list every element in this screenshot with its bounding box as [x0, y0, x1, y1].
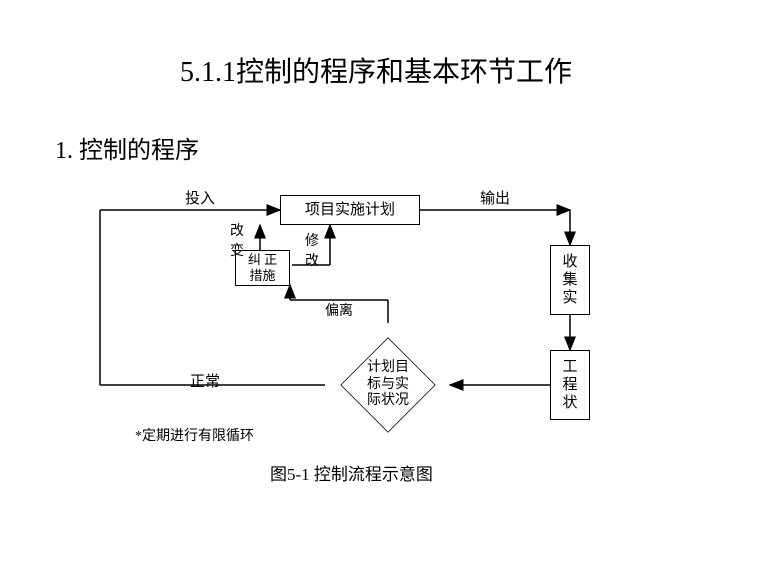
node-decision: 计划目 标与实 际状况: [343, 340, 433, 430]
node-status-label: 工 程 状: [562, 358, 577, 412]
node-decision-label: 计划目 标与实 际状况: [367, 360, 409, 410]
node-collect: 收 集 实: [550, 245, 590, 315]
section-heading: 1. 控制的程序: [55, 130, 199, 165]
label-modify: 修 改: [305, 230, 319, 270]
node-plan-label: 项目实施计划: [305, 201, 395, 219]
label-change: 改 变: [230, 220, 244, 260]
node-status: 工 程 状: [550, 350, 590, 420]
label-normal: 正常: [190, 370, 220, 391]
label-input: 投入: [185, 187, 215, 208]
diagram-note: *定期进行有限循环: [135, 425, 254, 445]
node-plan: 项目实施计划: [280, 195, 420, 225]
label-output: 输出: [480, 187, 510, 208]
label-deviate: 偏离: [325, 300, 353, 320]
flowchart: 项目实施计划 纠 正 措施 收 集 实 工 程 状 计划目 标与实 际状况 投入…: [80, 185, 680, 505]
node-collect-label: 收 集 实: [562, 253, 577, 307]
page-title: 5.1.1控制的程序和基本环节工作: [180, 50, 572, 90]
node-correct-label: 纠 正 措施: [248, 252, 277, 283]
diagram-caption: 图5-1 控制流程示意图: [270, 460, 433, 485]
